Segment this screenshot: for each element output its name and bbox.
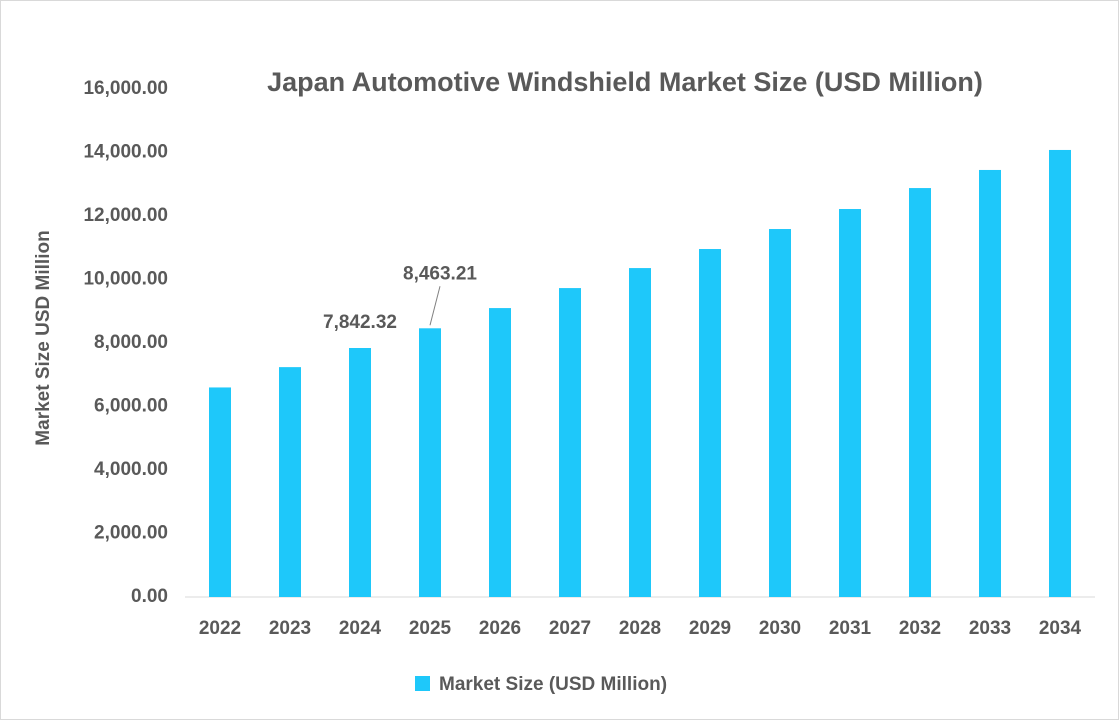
chart-title: Japan Automotive Windshield Market Size … <box>267 67 983 97</box>
data-label: 7,842.32 <box>323 312 397 333</box>
bar <box>489 308 511 597</box>
x-tick-label: 2032 <box>899 618 941 639</box>
x-tick-label: 2022 <box>199 618 241 639</box>
x-tick-label: 2034 <box>1039 618 1082 639</box>
bar <box>839 209 861 597</box>
x-tick-label: 2023 <box>269 618 311 639</box>
y-tick-label: 4,000.00 <box>94 459 168 480</box>
leader-line <box>429 286 441 326</box>
data-label: 8,463.21 <box>403 263 477 284</box>
bar <box>559 288 581 597</box>
x-tick-label: 2024 <box>339 618 382 639</box>
bar <box>979 169 1001 597</box>
x-tick-label: 2025 <box>409 618 452 639</box>
bar <box>209 387 231 597</box>
y-tick-label: 8,000.00 <box>94 332 168 353</box>
x-tick-label: 2028 <box>619 618 661 639</box>
bar <box>279 367 301 597</box>
y-tick-label: 0.00 <box>131 586 168 607</box>
x-tick-label: 2029 <box>689 618 731 639</box>
y-axis-label: Market Size USD Million <box>33 230 54 445</box>
x-tick-label: 2027 <box>549 618 591 639</box>
bar <box>349 348 371 597</box>
bar <box>699 249 721 597</box>
bar <box>629 268 651 597</box>
bar <box>419 328 441 597</box>
legend-swatch <box>415 676 430 691</box>
y-tick-label: 6,000.00 <box>94 396 168 417</box>
y-tick-label: 14,000.00 <box>83 142 168 163</box>
legend-label: Market Size (USD Million) <box>439 674 667 695</box>
x-tick-label: 2031 <box>829 618 872 639</box>
x-tick-label: 2033 <box>969 618 1011 639</box>
y-tick-label: 2,000.00 <box>94 523 168 544</box>
y-tick-label: 16,000.00 <box>83 78 168 99</box>
y-tick-label: 10,000.00 <box>83 269 168 290</box>
x-tick-label: 2030 <box>759 618 801 639</box>
bar <box>909 188 931 597</box>
bar <box>769 229 791 597</box>
y-tick-label: 12,000.00 <box>83 205 168 226</box>
x-tick-label: 2026 <box>479 618 521 639</box>
bar <box>1049 149 1071 597</box>
